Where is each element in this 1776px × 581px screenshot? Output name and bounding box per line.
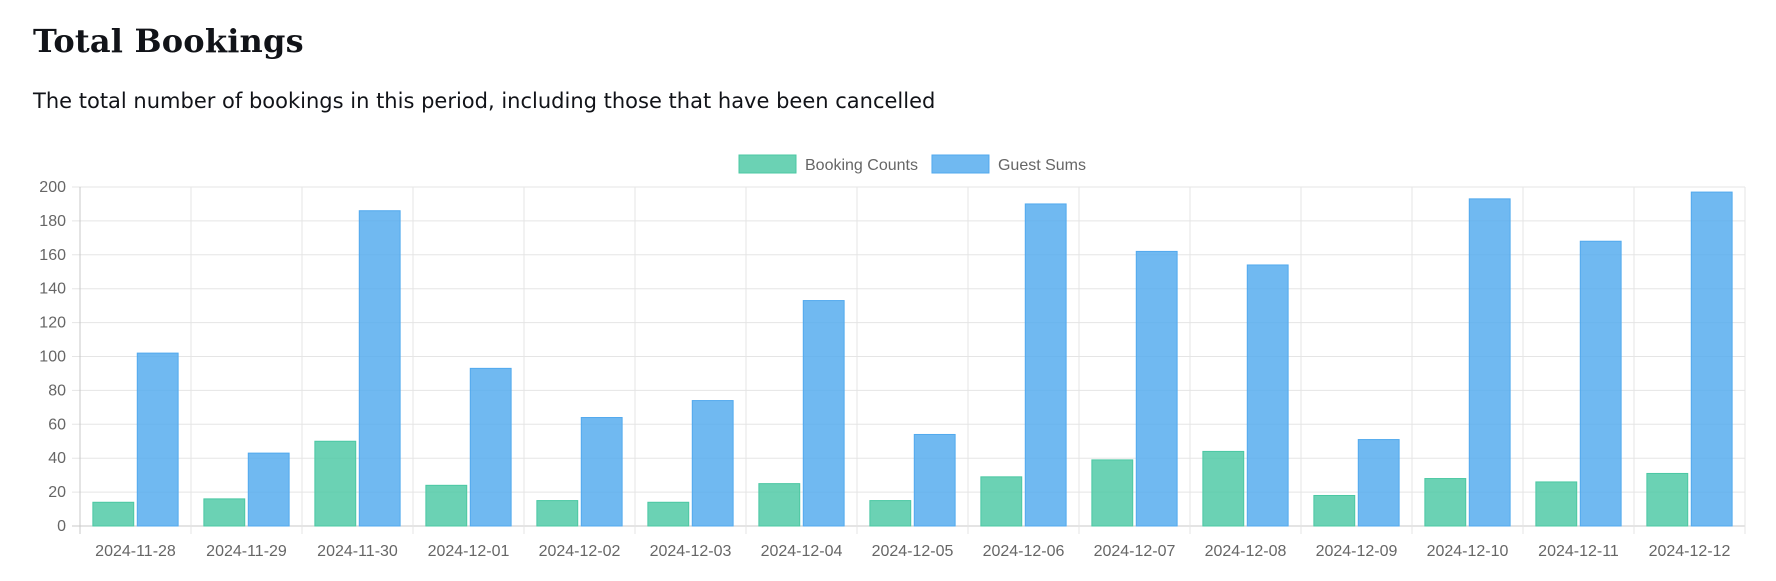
y-tick-label: 20 <box>48 484 66 501</box>
bar-guest-sums[interactable] <box>1024 203 1067 527</box>
bar-booking-counts[interactable] <box>1091 459 1134 527</box>
bar-booking-counts[interactable] <box>647 501 690 527</box>
bar-booking-counts[interactable] <box>425 484 468 527</box>
bar-guest-sums[interactable] <box>1357 439 1400 527</box>
y-tick-label: 180 <box>39 213 66 230</box>
x-tick-label: 2024-11-28 <box>95 543 176 560</box>
bar-booking-counts[interactable] <box>314 440 357 527</box>
x-tick-label: 2024-12-04 <box>761 543 843 560</box>
bar-guest-sums[interactable] <box>802 300 845 527</box>
bar-booking-counts[interactable] <box>536 500 579 527</box>
legend-label-booking-counts[interactable]: Booking Counts <box>805 157 918 174</box>
x-tick-label: 2024-12-12 <box>1649 543 1731 560</box>
bar-booking-counts[interactable] <box>1424 478 1467 527</box>
bar-booking-counts[interactable] <box>203 498 246 527</box>
legend-swatch-booking-counts[interactable] <box>738 154 797 174</box>
bar-booking-counts[interactable] <box>758 483 801 527</box>
bar-guest-sums[interactable] <box>358 210 401 527</box>
x-tick-label: 2024-12-07 <box>1094 543 1176 560</box>
bar-booking-counts[interactable] <box>1646 472 1689 527</box>
y-tick-label: 200 <box>39 179 66 196</box>
legend-swatch-guest-sums[interactable] <box>931 154 990 174</box>
bar-booking-counts[interactable] <box>980 476 1023 527</box>
y-tick-label: 120 <box>39 315 66 332</box>
legend-label-guest-sums[interactable]: Guest Sums <box>998 157 1086 174</box>
y-tick-label: 160 <box>39 247 66 264</box>
x-tick-label: 2024-11-30 <box>317 543 398 560</box>
y-tick-label: 80 <box>48 382 66 399</box>
bar-booking-counts[interactable] <box>1202 450 1245 527</box>
y-tick-label: 0 <box>57 518 66 535</box>
bar-guest-sums[interactable] <box>136 352 179 527</box>
x-tick-label: 2024-12-06 <box>983 543 1065 560</box>
chart-bars <box>92 191 1733 527</box>
x-tick-label: 2024-11-29 <box>206 543 287 560</box>
chart-axes: 0 20 40 60 80 100 120 140 160 180 200 2024-11-28 202… <box>39 179 1730 560</box>
y-tick-label: 40 <box>48 450 66 467</box>
y-tick-label: 100 <box>39 349 66 366</box>
page-title: Total Bookings <box>33 22 304 60</box>
chart-legend: Booking Counts Guest Sums <box>738 154 1086 174</box>
x-tick-label: 2024-12-09 <box>1316 543 1398 560</box>
bar-booking-counts[interactable] <box>1535 481 1578 527</box>
chart-grid <box>72 186 1746 534</box>
bar-guest-sums[interactable] <box>691 400 734 527</box>
bar-booking-counts[interactable] <box>92 501 135 527</box>
x-tick-label: 2024-12-02 <box>539 543 621 560</box>
x-tick-label: 2024-12-11 <box>1538 543 1619 560</box>
bar-guest-sums[interactable] <box>580 417 623 527</box>
bar-booking-counts[interactable] <box>1313 494 1356 527</box>
bar-guest-sums[interactable] <box>1246 264 1289 527</box>
page-subtitle: The total number of bookings in this per… <box>33 89 936 113</box>
bar-guest-sums[interactable] <box>913 433 956 527</box>
y-tick-label: 60 <box>48 416 66 433</box>
x-tick-label: 2024-12-03 <box>650 543 732 560</box>
bar-guest-sums[interactable] <box>469 367 512 527</box>
bar-guest-sums[interactable] <box>1579 240 1622 527</box>
y-tick-label: 140 <box>39 281 66 298</box>
bar-guest-sums[interactable] <box>1468 198 1511 527</box>
x-tick-label: 2024-12-01 <box>428 543 510 560</box>
x-tick-label: 2024-12-10 <box>1427 543 1509 560</box>
x-tick-label: 2024-12-08 <box>1205 543 1287 560</box>
bar-booking-counts[interactable] <box>869 500 912 527</box>
bar-guest-sums[interactable] <box>247 452 290 527</box>
bar-guest-sums[interactable] <box>1135 250 1178 527</box>
x-tick-label: 2024-12-05 <box>872 543 954 560</box>
bar-guest-sums[interactable] <box>1690 191 1733 527</box>
